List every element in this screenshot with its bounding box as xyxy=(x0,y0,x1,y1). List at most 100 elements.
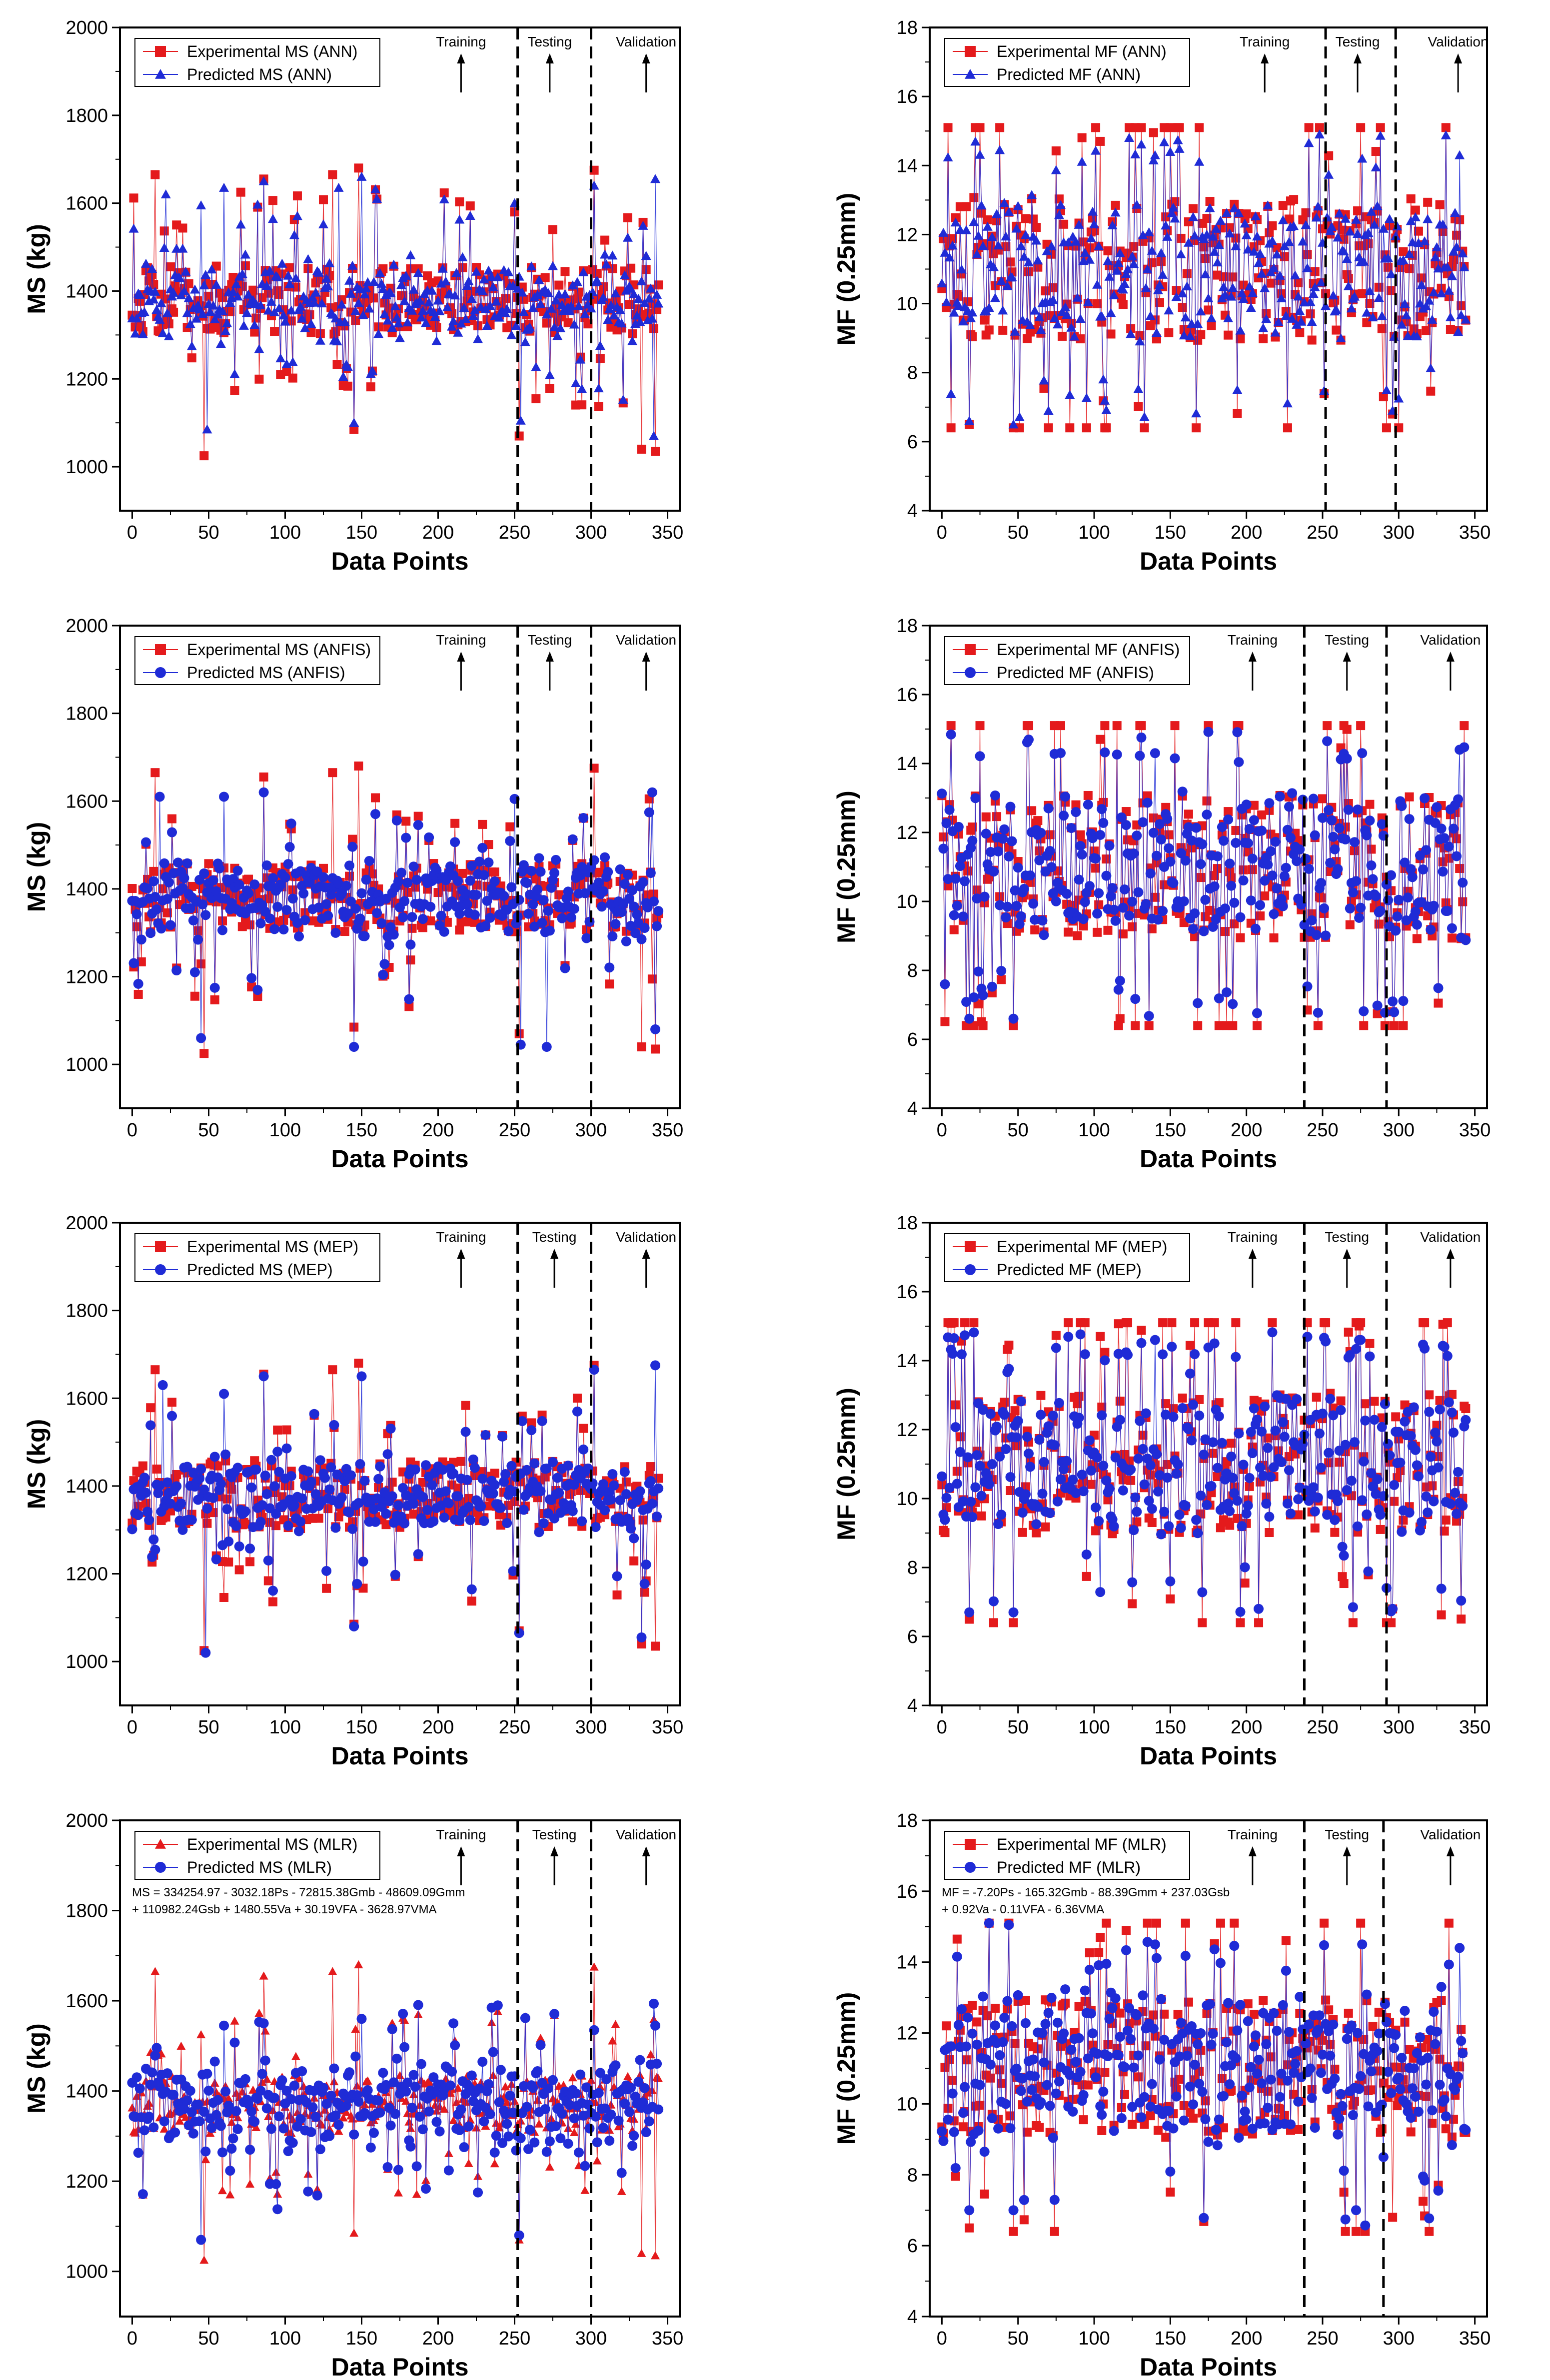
predicted-point xyxy=(196,1033,206,1043)
predicted-point xyxy=(1246,303,1256,312)
y-tick-label: 8 xyxy=(907,960,918,981)
predicted-point xyxy=(212,309,223,319)
predicted-point xyxy=(179,286,189,295)
predicted-point xyxy=(1141,899,1151,909)
predicted-point xyxy=(975,751,985,762)
experimental-point xyxy=(1324,151,1334,160)
predicted-point xyxy=(183,293,194,302)
predicted-point xyxy=(1447,923,1457,933)
predicted-point xyxy=(466,860,477,871)
predicted-point xyxy=(996,1510,1007,1520)
predicted-point xyxy=(1461,1415,1471,1425)
predicted-point xyxy=(1439,833,1450,843)
predicted-point xyxy=(531,362,541,371)
predicted-point xyxy=(393,1500,403,1511)
predicted-point xyxy=(1276,293,1287,302)
predicted-point xyxy=(139,307,149,316)
experimental-point xyxy=(625,300,634,309)
predicted-point xyxy=(609,310,619,320)
predicted-point xyxy=(202,424,212,434)
experimental-point xyxy=(514,1029,524,1038)
experimental-point xyxy=(211,261,221,271)
predicted-point xyxy=(1019,883,1029,894)
predicted-point xyxy=(252,985,263,995)
predicted-point xyxy=(414,295,425,305)
experimental-point xyxy=(1336,1396,1346,1406)
experimental-point xyxy=(1414,226,1423,236)
predicted-point xyxy=(1109,1521,1119,1532)
predicted-point xyxy=(1311,212,1322,222)
predicted-point xyxy=(294,931,304,942)
predicted-point xyxy=(232,2124,243,2134)
experimental-point xyxy=(1441,123,1451,132)
predicted-point xyxy=(471,890,482,900)
predicted-point xyxy=(1445,1499,1456,1509)
phase-label: Testing xyxy=(532,1229,577,1245)
predicted-point xyxy=(1171,1469,1182,1479)
predicted-point xyxy=(398,912,408,922)
legend-swatch-marker xyxy=(965,46,976,57)
predicted-point xyxy=(1272,883,1282,893)
y-tick-label: 1000 xyxy=(65,1651,108,1672)
predicted-point xyxy=(557,913,567,923)
experimental-point xyxy=(545,384,554,393)
predicted-point xyxy=(350,306,361,315)
predicted-point xyxy=(1142,797,1153,808)
predicted-point xyxy=(1346,1476,1357,1486)
experimental-point xyxy=(1236,933,1245,942)
predicted-point xyxy=(283,859,293,869)
predicted-point xyxy=(342,362,353,371)
experimental-point xyxy=(404,2117,414,2126)
predicted-point xyxy=(610,288,621,298)
predicted-point xyxy=(378,284,388,293)
experimental-point xyxy=(1452,230,1462,240)
predicted-point xyxy=(621,936,631,946)
predicted-point xyxy=(1290,270,1301,280)
predicted-point xyxy=(1409,1402,1419,1413)
experimental-point xyxy=(178,223,187,233)
x-tick-label: 250 xyxy=(499,522,530,543)
predicted-point xyxy=(1316,1463,1326,1473)
predicted-point xyxy=(1132,1507,1142,1517)
experimental-point xyxy=(651,2251,660,2260)
predicted-point xyxy=(1397,319,1407,329)
legend-swatch-marker xyxy=(155,667,166,678)
predicted-point xyxy=(1164,1521,1174,1532)
experimental-point xyxy=(1114,1021,1123,1030)
predicted-point xyxy=(564,306,575,315)
predicted-point xyxy=(191,313,202,323)
predicted-point xyxy=(600,1505,610,1516)
predicted-point xyxy=(1145,1460,1156,1471)
predicted-point xyxy=(1193,1528,1203,1539)
predicted-point xyxy=(984,1479,994,1490)
predicted-point xyxy=(1383,1439,1393,1449)
predicted-point xyxy=(456,318,466,328)
predicted-point xyxy=(1313,1493,1323,1503)
predicted-point xyxy=(1170,753,1180,764)
predicted-point xyxy=(1208,1437,1218,1448)
predicted-point xyxy=(199,868,209,878)
predicted-point xyxy=(1459,742,1470,753)
predicted-point xyxy=(1165,1576,1176,1587)
predicted-point xyxy=(958,316,969,326)
predicted-point xyxy=(1231,1352,1241,1362)
predicted-point xyxy=(388,929,399,940)
predicted-point xyxy=(1199,1450,1209,1460)
predicted-point xyxy=(284,842,295,852)
predicted-point xyxy=(260,2055,270,2066)
predicted-point xyxy=(232,1463,243,1473)
predicted-point xyxy=(1226,1451,1237,1462)
experimental-point xyxy=(1045,830,1055,839)
predicted-point xyxy=(346,288,356,298)
predicted-point xyxy=(552,331,563,340)
predicted-point xyxy=(560,963,570,973)
predicted-point xyxy=(408,1499,419,1509)
predicted-point xyxy=(199,280,209,290)
predicted-point xyxy=(188,2128,198,2139)
predicted-point xyxy=(947,1349,958,1359)
predicted-point xyxy=(607,250,618,260)
predicted-point xyxy=(593,877,604,888)
x-tick-label: 200 xyxy=(422,1717,454,1738)
predicted-point xyxy=(1458,877,1468,888)
predicted-point xyxy=(246,1482,257,1493)
